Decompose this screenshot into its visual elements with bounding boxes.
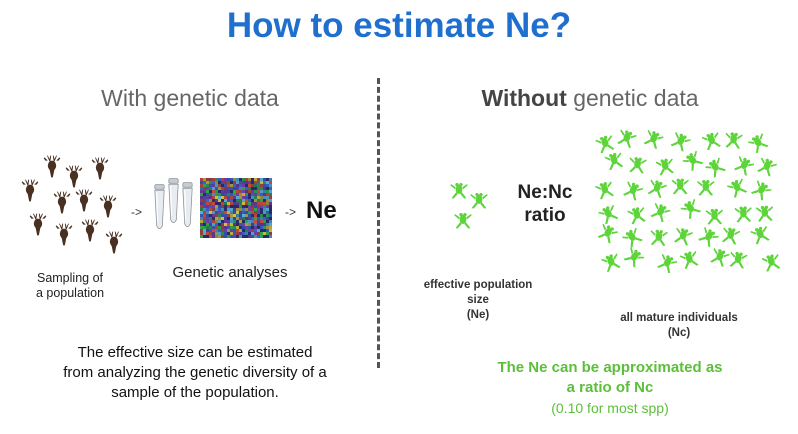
frog-icon (726, 177, 749, 199)
frog-icon (720, 226, 741, 246)
description-line1: The effective size can be estimated (77, 344, 313, 361)
frog-icon (749, 224, 772, 246)
with-genetic-heading: With genetic data (101, 85, 279, 111)
without-genetic-heading: Without genetic data (420, 85, 760, 112)
test-tube-icon (168, 178, 179, 224)
frog-icon (704, 156, 728, 179)
test-tube-icon (154, 184, 165, 230)
frog-icon (648, 201, 672, 224)
ne-nc-ratio: Ne:Nc ratio (510, 181, 580, 227)
frog-icon (761, 252, 782, 273)
sampling-label-line1: Sampling of (36, 271, 103, 285)
effective-frogs-group (450, 183, 488, 229)
approximation-note: The Ne can be approximated as a ratio of… (450, 358, 770, 418)
mature-label-line2: (Nc) (667, 327, 691, 339)
heading-rest: genetic data (566, 85, 699, 111)
frog-icon (679, 249, 701, 270)
frog-icon (621, 226, 645, 250)
frog-icon (672, 226, 694, 247)
frog-icon (594, 180, 616, 201)
sampling-label: Sampling of a population (10, 271, 130, 301)
frog-icon (708, 246, 731, 268)
ratio-line2: ratio (524, 205, 566, 226)
frog-icon (696, 225, 720, 249)
frog-icon (596, 222, 619, 245)
frog-icon (646, 178, 668, 199)
frog-icon (701, 130, 723, 152)
mature-frogs-group (594, 128, 782, 275)
test-tube-icon (182, 182, 193, 228)
sampling-label-line2: a population (35, 286, 105, 300)
ratio-line1: Ne:Nc (517, 182, 573, 203)
deer-icon (65, 165, 83, 188)
note-line3: (0.10 for most spp) (551, 400, 669, 416)
frog-icon (450, 183, 468, 199)
frog-icon (749, 179, 773, 202)
note-line2: a ratio of Nc (566, 379, 654, 396)
section-divider (377, 78, 380, 368)
frog-icon (679, 197, 703, 221)
frog-icon (681, 149, 705, 173)
frog-icon (747, 132, 770, 155)
frog-icon (600, 252, 623, 273)
description-line2: from analyzing the genetic diversity of … (63, 364, 327, 381)
frog-icon (615, 128, 638, 149)
test-tubes (154, 178, 193, 230)
frog-icon (669, 130, 692, 153)
frog-icon (705, 208, 724, 225)
frog-icon (621, 180, 644, 202)
deer-icon (91, 157, 109, 180)
frog-icon (627, 156, 647, 174)
effective-size-label: effective population size (Ne) (398, 278, 558, 323)
mature-individuals-label: all mature individuals (Nc) (604, 311, 754, 341)
frog-icon (755, 156, 778, 178)
heading-bold-word: Without (481, 85, 567, 111)
dna-sequence-gel-icon (200, 178, 272, 238)
frog-icon (626, 205, 648, 225)
frog-icon (697, 180, 715, 196)
frog-icon (622, 245, 646, 269)
eff-label-line2: size (467, 294, 489, 306)
frog-icon (671, 178, 689, 195)
deer-icon (29, 213, 47, 236)
frog-icon (470, 193, 488, 209)
arrow-1: -> (131, 205, 143, 219)
frog-icon (594, 133, 617, 155)
deer-icon (53, 191, 71, 214)
deer-icon (81, 219, 99, 242)
frog-icon (728, 250, 748, 270)
deer-icon (43, 155, 61, 178)
deer-icon (21, 179, 39, 202)
frog-icon (604, 151, 625, 171)
frog-icon (724, 131, 743, 150)
ne-result: Ne (306, 197, 337, 224)
frog-icon (734, 206, 753, 223)
eff-label-line1: effective population (423, 279, 533, 291)
deer-icon (75, 189, 93, 212)
description-line3: sample of the population. (111, 384, 279, 401)
deer-icon (99, 195, 117, 218)
arrow-2: -> (285, 205, 297, 219)
deer-icon (55, 223, 73, 246)
left-description: The effective size can be estimated from… (30, 343, 360, 403)
eff-label-line3: (Ne) (466, 309, 490, 321)
frog-icon (655, 252, 679, 275)
note-line1: The Ne can be approximated as (497, 359, 723, 376)
deer-icon (105, 231, 123, 254)
frog-icon (454, 213, 472, 229)
frog-icon (732, 154, 756, 177)
frog-icon (755, 205, 775, 222)
frog-icon (642, 128, 665, 151)
page-title: How to estimate Ne? (226, 6, 572, 45)
deer-population-group (21, 155, 123, 254)
frog-icon (655, 157, 676, 177)
genetic-analyses-label: Genetic analyses (172, 264, 288, 281)
frog-icon (649, 229, 669, 247)
mature-label-line1: all mature individuals (620, 312, 738, 324)
frog-icon (597, 203, 620, 226)
